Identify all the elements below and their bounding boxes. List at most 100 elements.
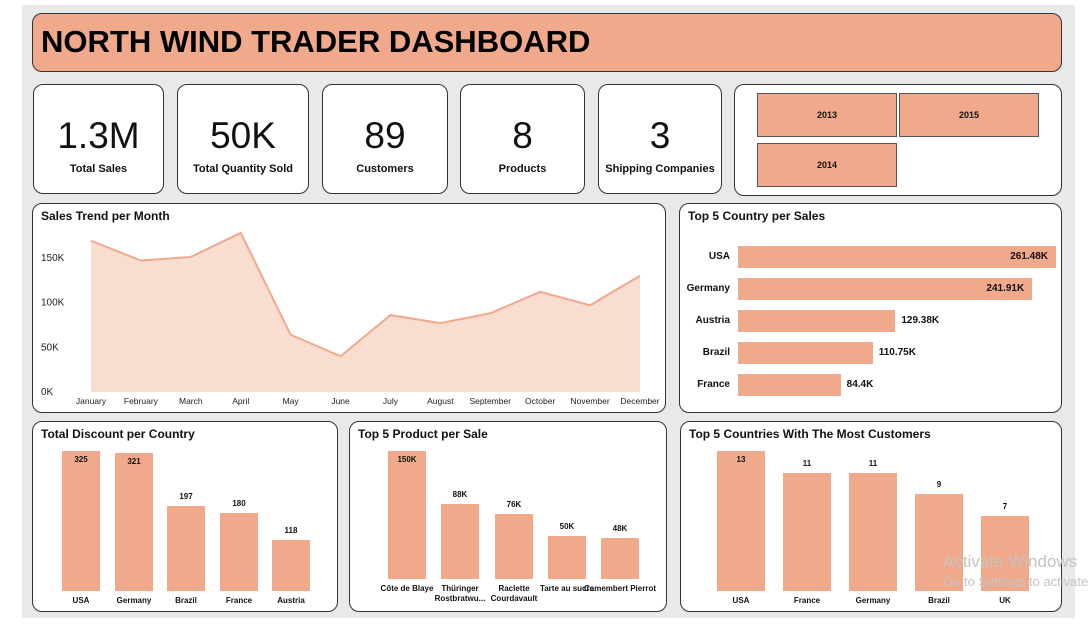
y-tick-label: Germany bbox=[686, 283, 730, 294]
x-tick-label: USA bbox=[732, 596, 750, 605]
bar bbox=[738, 246, 1056, 268]
bar bbox=[915, 494, 963, 591]
data-label: 325 bbox=[74, 455, 88, 464]
bar bbox=[717, 451, 765, 591]
bar bbox=[849, 472, 897, 591]
x-tick-label: USA bbox=[72, 596, 90, 605]
data-label: 9 bbox=[936, 480, 942, 490]
data-label: 13 bbox=[736, 455, 746, 464]
chart-panel: Sales Trend per Month 0K 50K 100K 150K Januar… bbox=[32, 203, 666, 413]
data-label: 11 bbox=[868, 458, 878, 468]
y-tick-label: Austria bbox=[695, 315, 730, 326]
bar bbox=[441, 503, 479, 579]
bar bbox=[167, 506, 205, 591]
bar bbox=[388, 451, 426, 579]
data-label: 150K bbox=[397, 455, 417, 464]
header-title: NORTH WIND TRADER DASHBOARD bbox=[41, 24, 591, 59]
kpi-value: 50K bbox=[210, 115, 276, 156]
data-label: 110.75K bbox=[878, 347, 916, 358]
x-tick-label: April bbox=[232, 396, 249, 406]
y-tick-label: France bbox=[697, 379, 730, 390]
kpi-card: 89 Customers bbox=[322, 84, 448, 194]
kpi-value: 8 bbox=[512, 115, 533, 156]
watermark-subtitle: Go to Settings to activate Windows. bbox=[943, 574, 1088, 589]
watermark: Activate Windows Go to Settings to activ… bbox=[943, 552, 1088, 589]
chart-panel: Total Discount per Country 325 USA 321 Germa… bbox=[32, 421, 338, 612]
y-tick-label: 150K bbox=[41, 253, 65, 264]
bar bbox=[548, 536, 586, 579]
x-tick-label: Germany bbox=[855, 596, 891, 605]
data-label: 180 bbox=[232, 499, 246, 509]
x-tick-label: Côte de Blaye bbox=[380, 584, 434, 593]
data-label: 118 bbox=[284, 526, 298, 536]
x-tick-label: September bbox=[469, 396, 511, 406]
data-label: 76K bbox=[506, 500, 522, 510]
x-tick-label: Thüringer Rostbratwu... bbox=[434, 584, 486, 603]
data-label: 321 bbox=[127, 456, 141, 466]
chart-title: Top 5 Product per Sale bbox=[358, 427, 488, 441]
data-label: 48K bbox=[612, 524, 628, 534]
x-tick-label: August bbox=[427, 396, 454, 406]
chart-panel: Top 5 Countries With The Most Customers 1… bbox=[680, 421, 1062, 612]
kpi-label: Products bbox=[498, 163, 547, 175]
x-tick-label: Camembert Pierrot bbox=[583, 584, 657, 593]
header: NORTH WIND TRADER DASHBOARD bbox=[32, 13, 1062, 72]
kpi-card: 3 Shipping Companies bbox=[598, 84, 722, 194]
x-tick-label: Brazil bbox=[928, 596, 950, 605]
bar bbox=[738, 374, 841, 396]
data-label: 84.4K bbox=[846, 379, 874, 390]
kpi-value: 3 bbox=[649, 115, 671, 156]
data-label: 129.38K bbox=[901, 315, 940, 326]
data-label: 88K bbox=[452, 489, 468, 499]
kpi-value: 1.3M bbox=[57, 115, 140, 156]
line bbox=[90, 231, 641, 358]
x-tick-label: France bbox=[225, 596, 253, 605]
bar bbox=[495, 514, 533, 579]
data-label: 261.48K bbox=[1010, 251, 1048, 262]
y-tick-label: Brazil bbox=[702, 347, 730, 358]
x-tick-label: June bbox=[331, 396, 350, 406]
year-slicer: 2013 2015 2014 bbox=[734, 84, 1062, 196]
watermark-title: Activate Windows bbox=[943, 552, 1078, 571]
kpi-card: 8 Products bbox=[460, 84, 585, 194]
y-tick-label: USA bbox=[708, 251, 730, 262]
x-tick-label: July bbox=[383, 396, 399, 406]
chart-title: Sales Trend per Month bbox=[41, 209, 170, 223]
slicer-button[interactable]: 2015 bbox=[899, 93, 1039, 137]
data-label: 241.91K bbox=[986, 283, 1025, 294]
kpi-label: Customers bbox=[356, 163, 414, 175]
chart-title: Total Discount per Country bbox=[41, 427, 195, 441]
x-tick-label: Raclette Courdavault bbox=[490, 584, 538, 603]
data-label: 11 bbox=[802, 458, 812, 468]
data-label: 7 bbox=[1002, 501, 1008, 511]
x-tick-label: November bbox=[570, 396, 609, 406]
bar bbox=[738, 278, 1033, 300]
x-tick-label: October bbox=[525, 396, 555, 406]
y-tick-label: 0K bbox=[41, 387, 54, 398]
bar bbox=[62, 451, 100, 591]
bar bbox=[272, 540, 310, 591]
kpi-label: Total Sales bbox=[69, 163, 128, 175]
bar bbox=[738, 310, 896, 332]
kpi-label: Total Quantity Sold bbox=[192, 163, 293, 175]
x-tick-label: February bbox=[124, 396, 159, 406]
chart-panel: Top 5 Product per Sale 150K Côte de Blaye 8… bbox=[349, 421, 667, 612]
chart-title: Top 5 Countries With The Most Customers bbox=[689, 427, 931, 441]
chart-panel: Top 5 Country per Sales USA 261.48K Germany… bbox=[679, 203, 1062, 413]
kpi-value: 89 bbox=[364, 115, 406, 156]
bar bbox=[783, 472, 831, 591]
x-tick-label: Austria bbox=[277, 596, 305, 605]
bar bbox=[220, 513, 258, 591]
bar bbox=[981, 515, 1029, 591]
bar bbox=[115, 452, 153, 591]
x-tick-label: France bbox=[793, 596, 821, 605]
slicer-button[interactable]: 2014 bbox=[757, 143, 897, 187]
chart-title: Top 5 Country per Sales bbox=[688, 209, 826, 223]
kpi-card: 50K Total Quantity Sold bbox=[177, 84, 309, 194]
kpi-card: 1.3M Total Sales bbox=[33, 84, 164, 194]
line-chart: 0K 50K 100K 150K January February March April Ma… bbox=[41, 231, 660, 406]
slicer-button[interactable]: 2013 bbox=[757, 93, 897, 137]
bar bbox=[601, 538, 639, 579]
x-tick-label: UK bbox=[999, 596, 1011, 605]
